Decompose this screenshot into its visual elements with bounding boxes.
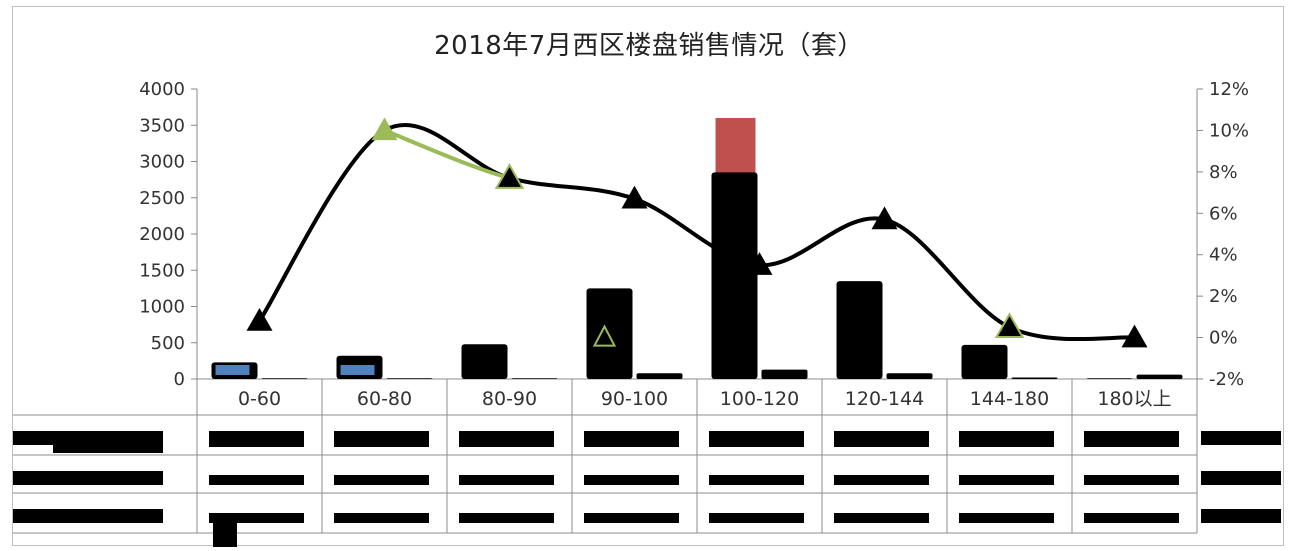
bar-accent bbox=[340, 365, 375, 375]
line-marker bbox=[871, 206, 898, 230]
x-category-label: 90-100 bbox=[601, 388, 668, 410]
y2-tick-label: 0% bbox=[1209, 328, 1238, 349]
line-marker bbox=[746, 252, 773, 275]
y-tick-label: 1500 bbox=[139, 260, 185, 281]
line-marker bbox=[371, 117, 398, 141]
x-category-label: 100-120 bbox=[720, 388, 799, 410]
bar-series-1 bbox=[586, 288, 633, 379]
line-series bbox=[257, 122, 1135, 342]
bar-series-3 bbox=[1136, 374, 1183, 379]
chart-title: 2018年7月西区楼盘销售情况（套） bbox=[434, 31, 864, 61]
obscured-cell bbox=[459, 475, 554, 485]
obscured-cell bbox=[584, 431, 679, 447]
obscured-cell bbox=[209, 513, 304, 523]
chart-canvas: 0 500 1000 1500 2000 2500 3000 3500 4000 -2% 0% 2% 4… bbox=[13, 79, 1281, 547]
y2-tick-label: 10% bbox=[1209, 120, 1249, 141]
chart-frame: 2018年7月西区楼盘销售情况（套） 0 500 1000 1500 2000 2500 3… bbox=[12, 6, 1284, 547]
bar-series-3 bbox=[886, 373, 933, 379]
bar-series-3 bbox=[261, 378, 308, 379]
y-tick-label: 1000 bbox=[139, 297, 185, 318]
line-marker bbox=[246, 308, 273, 331]
obscured-cell bbox=[959, 513, 1054, 523]
obscured-legend-key-2 bbox=[213, 521, 237, 547]
x-category-label: 180以上 bbox=[1097, 388, 1171, 410]
y-tick-label: 2500 bbox=[139, 188, 185, 209]
obscured-cell bbox=[1084, 513, 1179, 523]
obscured-cell bbox=[834, 513, 929, 523]
bar-series-3 bbox=[761, 369, 808, 379]
data-table-obscured bbox=[13, 431, 1281, 547]
obscured-cell bbox=[459, 513, 554, 523]
obscured-cell bbox=[834, 431, 929, 447]
obscured-cell bbox=[584, 513, 679, 523]
line-marker bbox=[994, 312, 1025, 338]
obscured-cell bbox=[834, 475, 929, 485]
obscured-cell bbox=[459, 431, 554, 447]
y-tick-label: 2000 bbox=[139, 224, 185, 245]
obscured-cell bbox=[959, 431, 1054, 447]
y2-tick-label: 2% bbox=[1209, 286, 1238, 307]
bar-series-3 bbox=[636, 373, 683, 379]
line-marker bbox=[621, 185, 648, 209]
obscured-row-tail bbox=[1201, 509, 1281, 523]
obscured-cell bbox=[584, 475, 679, 485]
bar-series-1 bbox=[961, 344, 1008, 379]
obscured-row-tail bbox=[1201, 471, 1281, 485]
line-highlight-green bbox=[383, 128, 511, 181]
obscured-cell bbox=[709, 431, 804, 447]
y2-tick-label: -2% bbox=[1209, 369, 1244, 390]
labels: 0 500 1000 1500 2000 2500 3000 3500 4000 -2% 0% 2% 4… bbox=[139, 79, 1249, 410]
bar-series-3 bbox=[386, 378, 433, 379]
bar-series-1 bbox=[1086, 378, 1133, 379]
obscured-row-header bbox=[13, 509, 163, 523]
line-layer bbox=[246, 117, 1148, 348]
obscured-legend-key bbox=[53, 435, 163, 453]
bar-series-3 bbox=[511, 378, 558, 379]
bars bbox=[211, 118, 1183, 379]
bar-series-1 bbox=[836, 281, 883, 379]
y2-tick-label: 12% bbox=[1209, 79, 1249, 100]
bar-accent bbox=[215, 365, 250, 375]
obscured-row-tail bbox=[1201, 431, 1281, 445]
y-tick-label: 4000 bbox=[139, 79, 185, 100]
obscured-cell bbox=[209, 475, 304, 485]
obscured-cell bbox=[709, 513, 804, 523]
line-marker bbox=[494, 163, 525, 189]
obscured-cell bbox=[334, 513, 429, 523]
y-tick-label: 3500 bbox=[139, 115, 185, 136]
y2-tick-label: 8% bbox=[1209, 162, 1238, 183]
bar-series-1 bbox=[711, 172, 758, 379]
x-category-label: 0-60 bbox=[238, 388, 281, 410]
obscured-cell bbox=[959, 475, 1054, 485]
obscured-cell bbox=[709, 475, 804, 485]
x-category-label: 80-90 bbox=[482, 388, 537, 410]
line-marker bbox=[1121, 324, 1148, 348]
y2-tick-label: 4% bbox=[1209, 245, 1238, 266]
obscured-row-header bbox=[13, 471, 163, 485]
x-category-label: 144-180 bbox=[970, 388, 1049, 410]
obscured-cell bbox=[1084, 431, 1179, 447]
x-category-label: 120-144 bbox=[845, 388, 924, 410]
obscured-cell bbox=[334, 431, 429, 447]
y-tick-label: 500 bbox=[151, 333, 185, 354]
obscured-cell bbox=[209, 431, 304, 447]
obscured-cell bbox=[1084, 475, 1179, 485]
bar-series-1 bbox=[461, 344, 508, 379]
y-tick-label: 0 bbox=[174, 369, 185, 390]
x-category-label: 60-80 bbox=[357, 388, 412, 410]
y-tick-label: 3000 bbox=[139, 152, 185, 173]
y2-tick-label: 6% bbox=[1209, 203, 1238, 224]
line-marker-extra bbox=[592, 324, 617, 347]
bar-series-3 bbox=[1011, 377, 1058, 379]
obscured-cell bbox=[334, 475, 429, 485]
